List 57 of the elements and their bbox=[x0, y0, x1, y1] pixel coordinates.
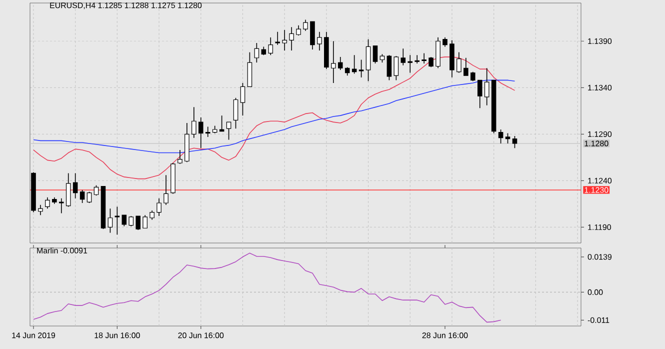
candlestick bbox=[338, 56, 343, 70]
candlestick bbox=[38, 204, 43, 216]
candlestick bbox=[142, 214, 148, 229]
candlestick bbox=[442, 37, 448, 48]
candlestick bbox=[352, 54, 357, 74]
candlestick bbox=[296, 24, 301, 36]
candlestick bbox=[282, 30, 287, 51]
candlestick bbox=[428, 56, 434, 68]
candlestick bbox=[254, 42, 260, 63]
candlestick bbox=[122, 214, 127, 227]
candlestick bbox=[366, 38, 371, 82]
line-series bbox=[33, 56, 516, 180]
candlestick bbox=[150, 210, 154, 220]
candlestick bbox=[310, 21, 315, 50]
candlestick bbox=[233, 97, 238, 129]
candlestick bbox=[198, 117, 204, 149]
candlestick bbox=[317, 31, 322, 51]
candlestick bbox=[484, 68, 490, 106]
candlestick bbox=[80, 190, 85, 204]
candlestick bbox=[456, 52, 462, 74]
candlestick bbox=[114, 206, 120, 236]
candlestick bbox=[58, 198, 64, 214]
candlestick bbox=[240, 82, 246, 116]
candlestick bbox=[86, 191, 92, 204]
candlestick bbox=[464, 57, 468, 76]
candlestick bbox=[512, 136, 518, 149]
candlestick bbox=[164, 174, 168, 206]
candlestick bbox=[108, 208, 113, 234]
candlestick bbox=[331, 40, 336, 84]
candlestick bbox=[422, 52, 426, 64]
candlestick bbox=[268, 37, 274, 56]
candlestick bbox=[386, 54, 392, 81]
candlestick bbox=[156, 198, 162, 216]
candlestick bbox=[94, 184, 99, 196]
candlestick bbox=[358, 59, 364, 78]
candlestick bbox=[289, 26, 294, 51]
candlestick bbox=[66, 172, 71, 208]
candlestick bbox=[72, 172, 78, 199]
candlestick bbox=[205, 126, 210, 138]
candlestick bbox=[128, 216, 134, 227]
candlestick bbox=[414, 54, 420, 64]
candlestick bbox=[505, 132, 510, 144]
candlestick bbox=[400, 48, 406, 66]
candlestick bbox=[498, 129, 504, 144]
candlestick bbox=[136, 216, 140, 230]
candlestick bbox=[372, 45, 378, 64]
candlestick bbox=[192, 106, 196, 138]
candlestick bbox=[219, 115, 224, 132]
candlestick bbox=[470, 71, 476, 82]
candlestick bbox=[45, 197, 50, 209]
candlestick bbox=[303, 19, 308, 32]
candlestick bbox=[394, 56, 399, 81]
candlestick bbox=[226, 122, 232, 140]
candlestick bbox=[408, 54, 413, 74]
candlestick bbox=[477, 80, 482, 109]
candlestick bbox=[275, 31, 280, 46]
candlestick bbox=[178, 150, 182, 164]
